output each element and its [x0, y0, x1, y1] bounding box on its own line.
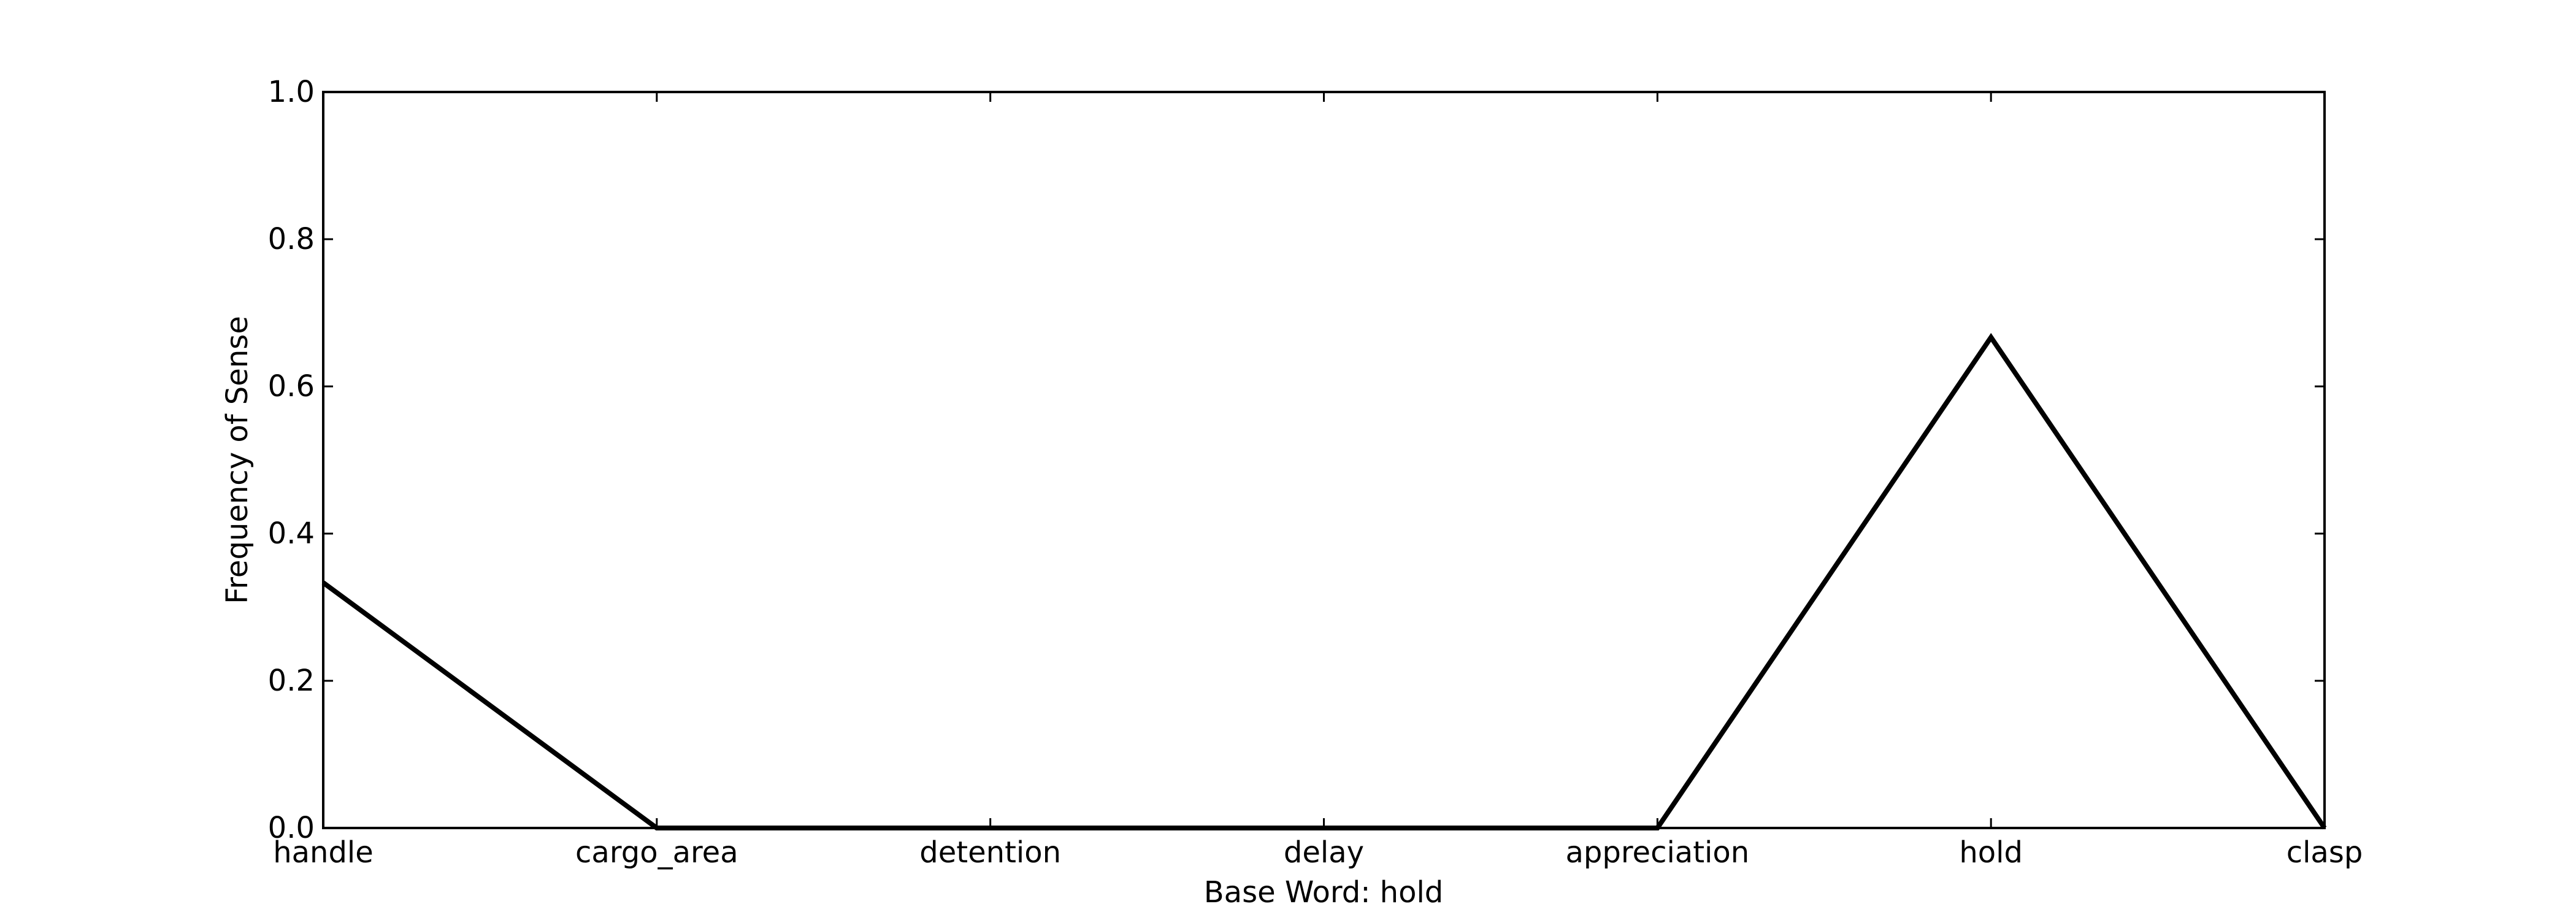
- x-tick-label: hold: [1959, 835, 2023, 870]
- y-axis-label: Frequency of Sense: [220, 316, 255, 604]
- x-tick-label: cargo_area: [575, 835, 738, 870]
- y-tick-label: 0.6: [268, 369, 315, 404]
- x-tick-label: handle: [273, 835, 374, 870]
- y-tick-label: 0.4: [268, 516, 315, 551]
- x-tick-label: clasp: [2287, 835, 2363, 870]
- x-tick-label: delay: [1284, 835, 1364, 870]
- y-tick-labels: 0.0 0.2 0.4 0.6 0.8 1.0: [268, 75, 315, 845]
- y-tick-label: 0.0: [268, 811, 315, 845]
- x-tick-label: appreciation: [1566, 835, 1750, 870]
- ticks-layer: [322, 91, 2326, 829]
- plot-frame: [322, 91, 2326, 829]
- x-axis-label: Base Word: hold: [1204, 875, 1444, 910]
- series-line: [321, 332, 2327, 830]
- y-tick-label: 0.8: [268, 222, 315, 256]
- y-tick-label: 0.2: [268, 664, 315, 698]
- x-tick-label: detention: [919, 835, 1061, 870]
- y-tick-label: 1.0: [268, 75, 315, 109]
- x-tick-labels: handle cargo_area detention delay appreciati…: [273, 835, 2363, 870]
